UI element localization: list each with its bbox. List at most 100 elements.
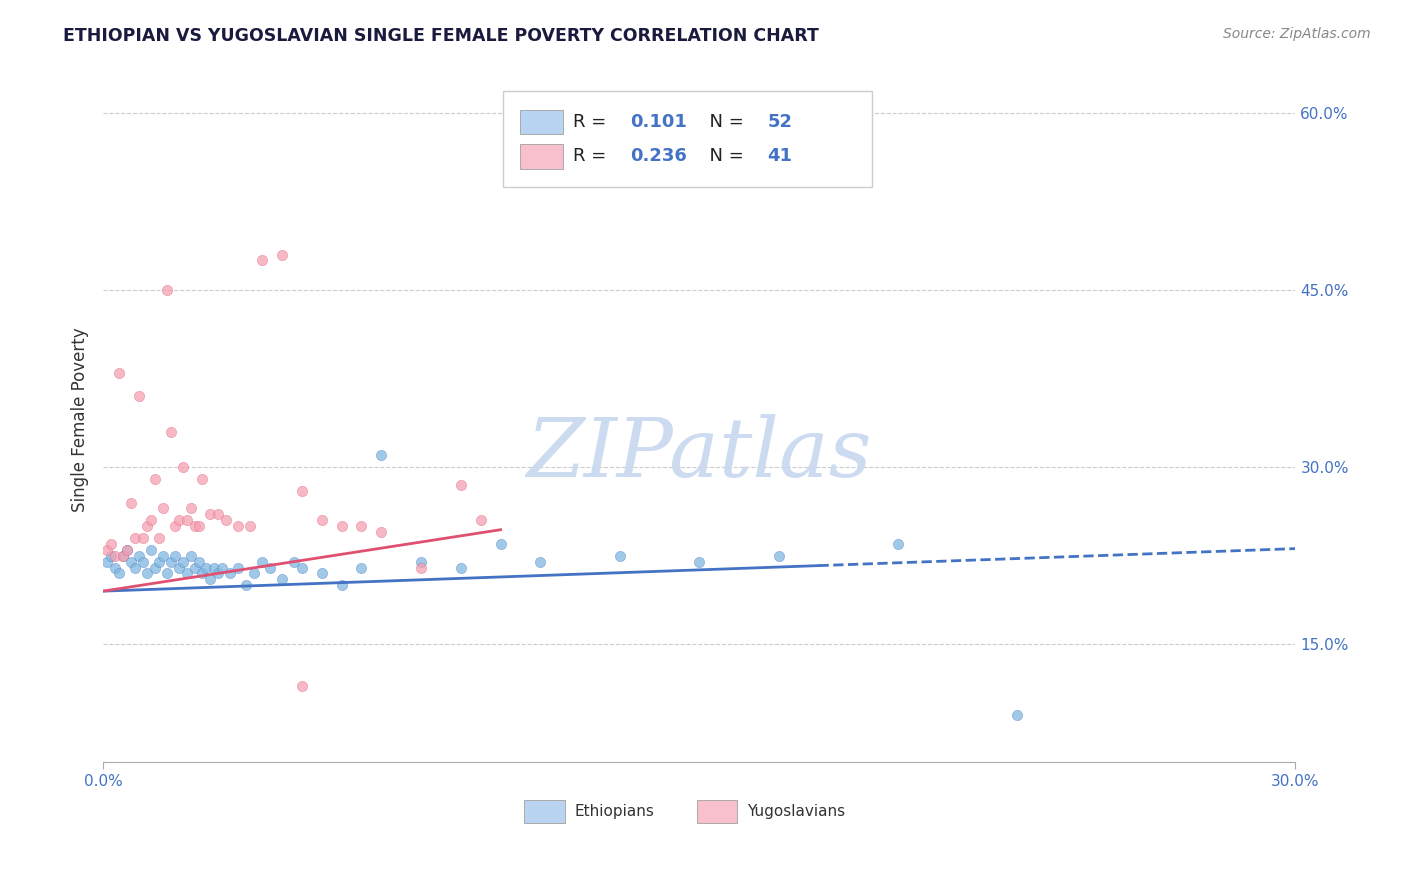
Point bbox=[111, 549, 134, 563]
FancyBboxPatch shape bbox=[520, 144, 564, 169]
Point bbox=[187, 555, 209, 569]
Point bbox=[450, 560, 472, 574]
Point bbox=[172, 555, 194, 569]
Text: N =: N = bbox=[699, 113, 749, 131]
Point bbox=[215, 513, 238, 527]
Point bbox=[1007, 708, 1029, 723]
Point bbox=[239, 519, 262, 533]
Point bbox=[159, 555, 181, 569]
Point bbox=[350, 560, 373, 574]
Point bbox=[132, 531, 155, 545]
Point bbox=[135, 519, 157, 533]
Point bbox=[370, 525, 392, 540]
Point bbox=[139, 513, 162, 527]
Point bbox=[529, 555, 551, 569]
Point bbox=[470, 513, 492, 527]
Text: 41: 41 bbox=[768, 147, 792, 165]
Point bbox=[156, 283, 179, 297]
Point bbox=[108, 366, 131, 380]
Point bbox=[200, 508, 222, 522]
Point bbox=[115, 542, 138, 557]
Point bbox=[195, 560, 218, 574]
Point bbox=[271, 572, 294, 586]
Point bbox=[104, 549, 127, 563]
Text: Yugoslavians: Yugoslavians bbox=[747, 805, 845, 819]
Point bbox=[124, 531, 146, 545]
Point bbox=[108, 566, 131, 581]
Point bbox=[111, 549, 134, 563]
Point bbox=[163, 519, 186, 533]
Point bbox=[207, 566, 229, 581]
FancyBboxPatch shape bbox=[524, 800, 565, 823]
Text: ZIPatlas: ZIPatlas bbox=[526, 414, 872, 494]
Point bbox=[489, 537, 512, 551]
Point bbox=[219, 566, 242, 581]
Point bbox=[100, 537, 122, 551]
Point bbox=[768, 549, 790, 563]
Point bbox=[271, 247, 294, 261]
Text: ETHIOPIAN VS YUGOSLAVIAN SINGLE FEMALE POVERTY CORRELATION CHART: ETHIOPIAN VS YUGOSLAVIAN SINGLE FEMALE P… bbox=[63, 27, 820, 45]
Point bbox=[167, 513, 190, 527]
Point bbox=[350, 519, 373, 533]
Point bbox=[291, 560, 314, 574]
Point bbox=[311, 566, 333, 581]
Point bbox=[609, 549, 631, 563]
Point bbox=[226, 519, 249, 533]
FancyBboxPatch shape bbox=[520, 110, 564, 135]
Point bbox=[120, 555, 142, 569]
Point bbox=[311, 513, 333, 527]
Point bbox=[180, 501, 202, 516]
Point bbox=[191, 566, 214, 581]
Text: R =: R = bbox=[572, 147, 612, 165]
Point bbox=[235, 578, 257, 592]
Point bbox=[450, 478, 472, 492]
FancyBboxPatch shape bbox=[502, 91, 872, 187]
Point bbox=[330, 578, 353, 592]
Point bbox=[183, 560, 205, 574]
Point bbox=[191, 472, 214, 486]
Point bbox=[187, 519, 209, 533]
Point bbox=[409, 555, 432, 569]
Point bbox=[135, 566, 157, 581]
Point bbox=[128, 389, 150, 403]
Point bbox=[156, 566, 179, 581]
Point bbox=[183, 519, 205, 533]
Text: 52: 52 bbox=[768, 113, 792, 131]
Point bbox=[180, 549, 202, 563]
Point bbox=[120, 495, 142, 509]
Point bbox=[163, 549, 186, 563]
Y-axis label: Single Female Poverty: Single Female Poverty bbox=[72, 327, 89, 512]
Point bbox=[96, 555, 118, 569]
Point bbox=[291, 679, 314, 693]
Point bbox=[143, 472, 166, 486]
Point bbox=[207, 508, 229, 522]
Point bbox=[283, 555, 305, 569]
Point bbox=[96, 542, 118, 557]
Text: Source: ZipAtlas.com: Source: ZipAtlas.com bbox=[1223, 27, 1371, 41]
Point bbox=[211, 560, 233, 574]
Point bbox=[202, 560, 225, 574]
Point bbox=[159, 425, 181, 439]
Text: N =: N = bbox=[699, 147, 749, 165]
Point bbox=[330, 519, 353, 533]
Point bbox=[152, 549, 174, 563]
Point bbox=[887, 537, 910, 551]
Point bbox=[100, 549, 122, 563]
Point bbox=[259, 560, 281, 574]
Point bbox=[176, 513, 198, 527]
Point bbox=[115, 542, 138, 557]
Point bbox=[250, 253, 273, 268]
Text: R =: R = bbox=[572, 113, 612, 131]
Point bbox=[152, 501, 174, 516]
Point bbox=[167, 560, 190, 574]
Point bbox=[243, 566, 266, 581]
Point bbox=[291, 483, 314, 498]
Point bbox=[132, 555, 155, 569]
Point bbox=[688, 555, 710, 569]
Point bbox=[104, 560, 127, 574]
Point bbox=[148, 531, 170, 545]
Point bbox=[172, 460, 194, 475]
Point bbox=[226, 560, 249, 574]
Text: 0.101: 0.101 bbox=[630, 113, 688, 131]
Point bbox=[200, 572, 222, 586]
